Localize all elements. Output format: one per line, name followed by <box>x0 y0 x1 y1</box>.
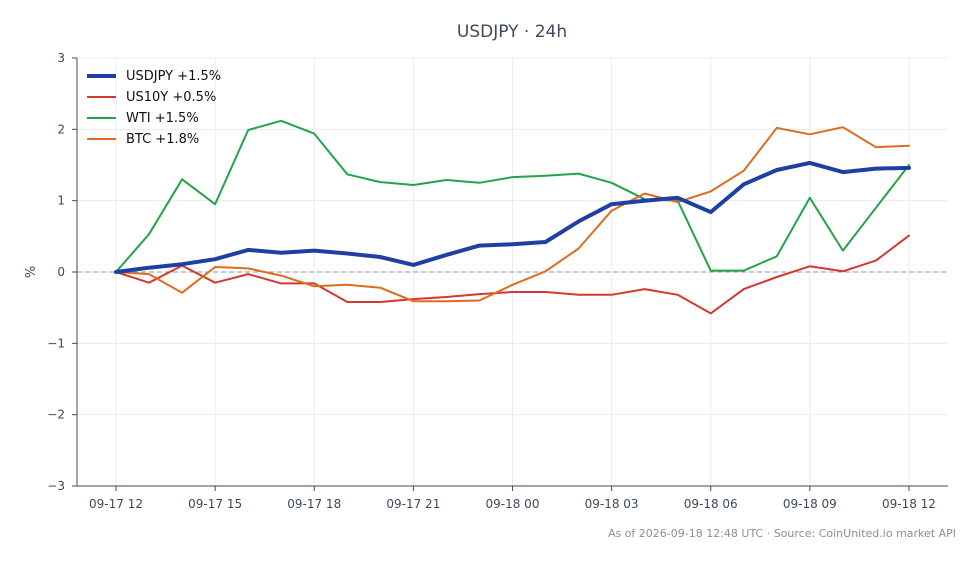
y-tick-label: 0 <box>57 265 65 279</box>
x-tick-label: 09-17 12 <box>89 497 143 511</box>
x-tick-label: 09-18 12 <box>882 497 936 511</box>
series-line-2 <box>115 119 910 273</box>
y-tick-label: 3 <box>57 51 65 65</box>
series-lines <box>114 119 911 315</box>
x-tick-label: 09-18 00 <box>486 497 540 511</box>
y-tick-label: 1 <box>57 194 65 208</box>
x-axis-ticks: 09-17 12 09-17 15 09-17 18 09-17 21 09-18 00… <box>89 486 936 511</box>
x-tick-label: 09-17 21 <box>386 497 440 511</box>
y-tick-label: 2 <box>57 122 65 136</box>
legend-label: BTC +1.8% <box>126 132 199 147</box>
x-tick-label: 09-18 09 <box>783 497 837 511</box>
series-line-3 <box>115 126 910 303</box>
x-tick-label: 09-18 03 <box>585 497 639 511</box>
legend-label: WTI +1.5% <box>126 111 199 126</box>
y-tick-label: −3 <box>47 479 65 493</box>
y-axis-label: % <box>24 266 39 278</box>
y-tick-label: −2 <box>47 408 65 422</box>
series-line-0 <box>114 160 911 274</box>
footer-source-note: As of 2026-09-18 12:48 UTC · Source: Coi… <box>608 527 956 540</box>
legend: USDJPY +1.5% US10Y +0.5% WTI +1.5% BTC +1.8… <box>87 69 221 147</box>
x-tick-label: 09-17 15 <box>188 497 242 511</box>
legend-label: US10Y +0.5% <box>126 90 216 105</box>
series-line-1 <box>115 234 910 315</box>
y-axis-ticks: 3 2 1 0 −1 −2 −3 <box>47 51 77 493</box>
y-tick-label: −1 <box>47 336 65 350</box>
x-tick-label: 09-18 06 <box>684 497 738 511</box>
legend-label: USDJPY +1.5% <box>126 69 221 84</box>
x-tick-label: 09-17 18 <box>287 497 341 511</box>
chart-title: USDJPY · 24h <box>457 22 567 42</box>
